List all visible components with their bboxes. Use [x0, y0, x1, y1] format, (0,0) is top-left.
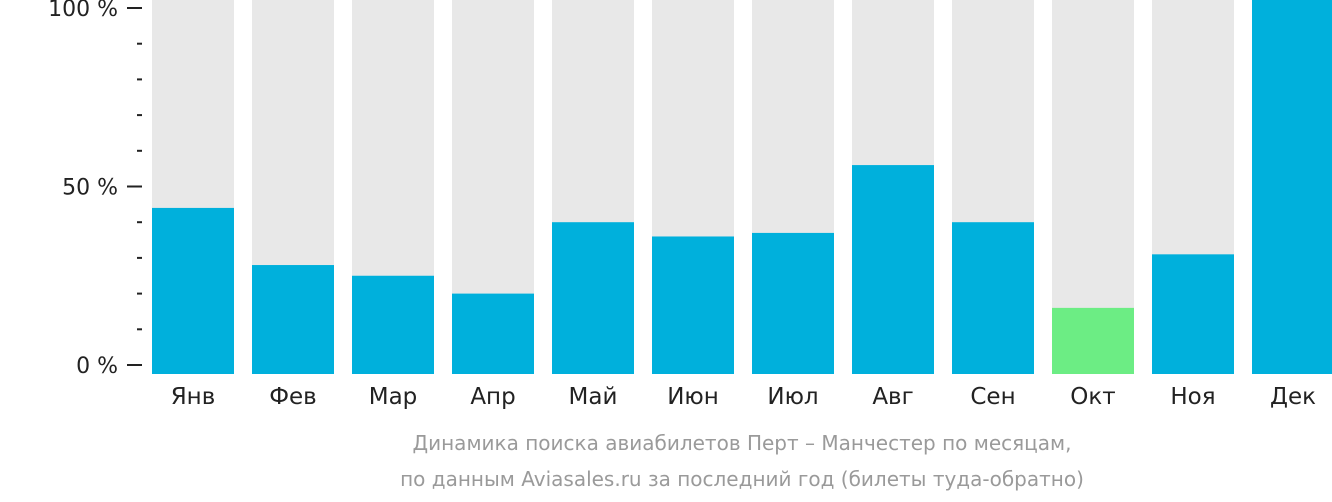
bar-chart: 0 % 50 % 100 % Янв Фев Мар Апр Май Июн Июл Авг Сен… — [48, 0, 1332, 410]
bar — [952, 222, 1034, 374]
x-tick-label: Май — [569, 384, 618, 410]
chart-subtitle: по данным Aviasales.ru за последний год … — [400, 467, 1084, 491]
bar — [752, 232, 834, 374]
bar — [852, 165, 934, 374]
y-axis: 0 % 50 % 100 % — [48, 0, 142, 379]
x-axis-labels: Янв Фев Мар Апр Май Июн Июл Авг Сен Окт Ноя Дек — [171, 384, 1316, 410]
bar — [352, 275, 434, 374]
y-tick-label: 0 % — [76, 354, 118, 379]
x-tick-label: Июн — [667, 384, 719, 410]
bars — [152, 0, 1332, 374]
x-tick-label: Окт — [1070, 384, 1115, 410]
x-tick-label: Янв — [171, 384, 216, 410]
x-tick-label: Дек — [1270, 384, 1316, 410]
bar — [552, 222, 634, 374]
bar — [1052, 307, 1134, 374]
bar — [152, 207, 234, 374]
x-tick-label: Июл — [767, 384, 818, 410]
x-tick-label: Сен — [970, 384, 1015, 410]
bar — [452, 293, 534, 374]
y-tick-label: 100 % — [48, 0, 118, 22]
bar — [1152, 254, 1234, 374]
x-tick-label: Фев — [269, 384, 317, 410]
x-tick-label: Авг — [872, 384, 913, 410]
bar — [252, 265, 334, 374]
x-tick-label: Ноя — [1170, 384, 1215, 410]
y-tick-label: 50 % — [62, 176, 118, 201]
x-tick-label: Мар — [369, 384, 418, 410]
bar — [652, 236, 734, 374]
chart-title: Динамика поиска авиабилетов Перт – Манче… — [412, 431, 1072, 455]
bar — [1252, 0, 1332, 374]
x-tick-label: Апр — [470, 384, 515, 410]
